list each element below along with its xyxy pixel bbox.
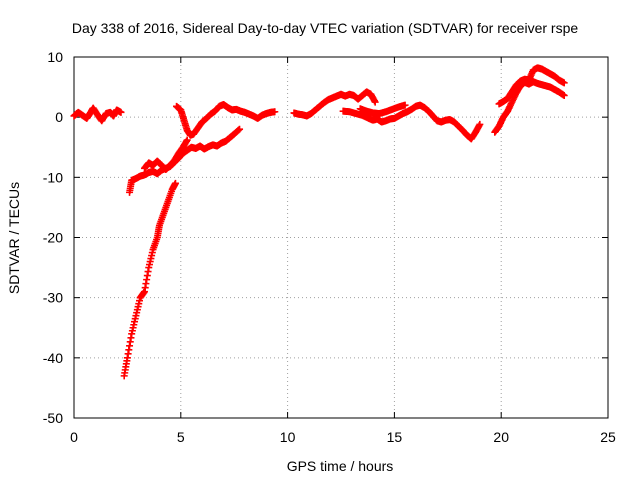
- series-arc-evening-b: [495, 64, 568, 108]
- y-tick-label: 10: [47, 49, 63, 65]
- data-point: [560, 92, 568, 100]
- data-point: [371, 98, 379, 106]
- data-point: [235, 126, 243, 134]
- data-point: [271, 108, 279, 116]
- axes: [73, 56, 609, 419]
- y-tick-label: -40: [43, 350, 63, 366]
- series-arc-steep-rise: [120, 179, 179, 380]
- series-arc-afternoon-a: [339, 101, 484, 143]
- x-tick-label: 25: [600, 429, 616, 445]
- data-point: [236, 125, 244, 133]
- series-arc-early: [70, 104, 125, 125]
- series-arc-late-morning: [290, 88, 379, 120]
- series-arc-upper-eighth: [140, 136, 191, 174]
- data-point: [117, 108, 125, 116]
- x-axis-label: GPS time / hours: [287, 458, 394, 474]
- chart-title: Day 338 of 2016, Sidereal Day-to-day VTE…: [72, 20, 578, 36]
- tick-labels: 0 5 10 15 20 25 -50 -40 -30 -20 -10 0 10: [43, 49, 616, 445]
- data-point: [560, 79, 568, 87]
- y-tick-label: -20: [43, 230, 63, 246]
- data-point: [171, 179, 179, 187]
- data-point: [183, 136, 191, 144]
- x-tick-label: 15: [387, 429, 403, 445]
- x-tick-label: 20: [493, 429, 509, 445]
- y-tick-label: -50: [43, 410, 63, 426]
- x-tick-label: 10: [280, 429, 296, 445]
- series-arc-afternoon-b: [356, 101, 409, 118]
- y-tick-label: 0: [55, 109, 63, 125]
- y-axis-label: SDTVAR / TECUs: [6, 182, 22, 294]
- data-point: [476, 120, 484, 128]
- series-arc-evening-a: [491, 78, 568, 136]
- x-tick-label: 5: [177, 429, 185, 445]
- x-tick-label: 0: [70, 429, 78, 445]
- data-point: [401, 101, 409, 109]
- y-tick-label: -30: [43, 290, 63, 306]
- y-tick-label: -10: [43, 169, 63, 185]
- series-arc-midday: [173, 101, 279, 139]
- data-marks: [70, 64, 568, 380]
